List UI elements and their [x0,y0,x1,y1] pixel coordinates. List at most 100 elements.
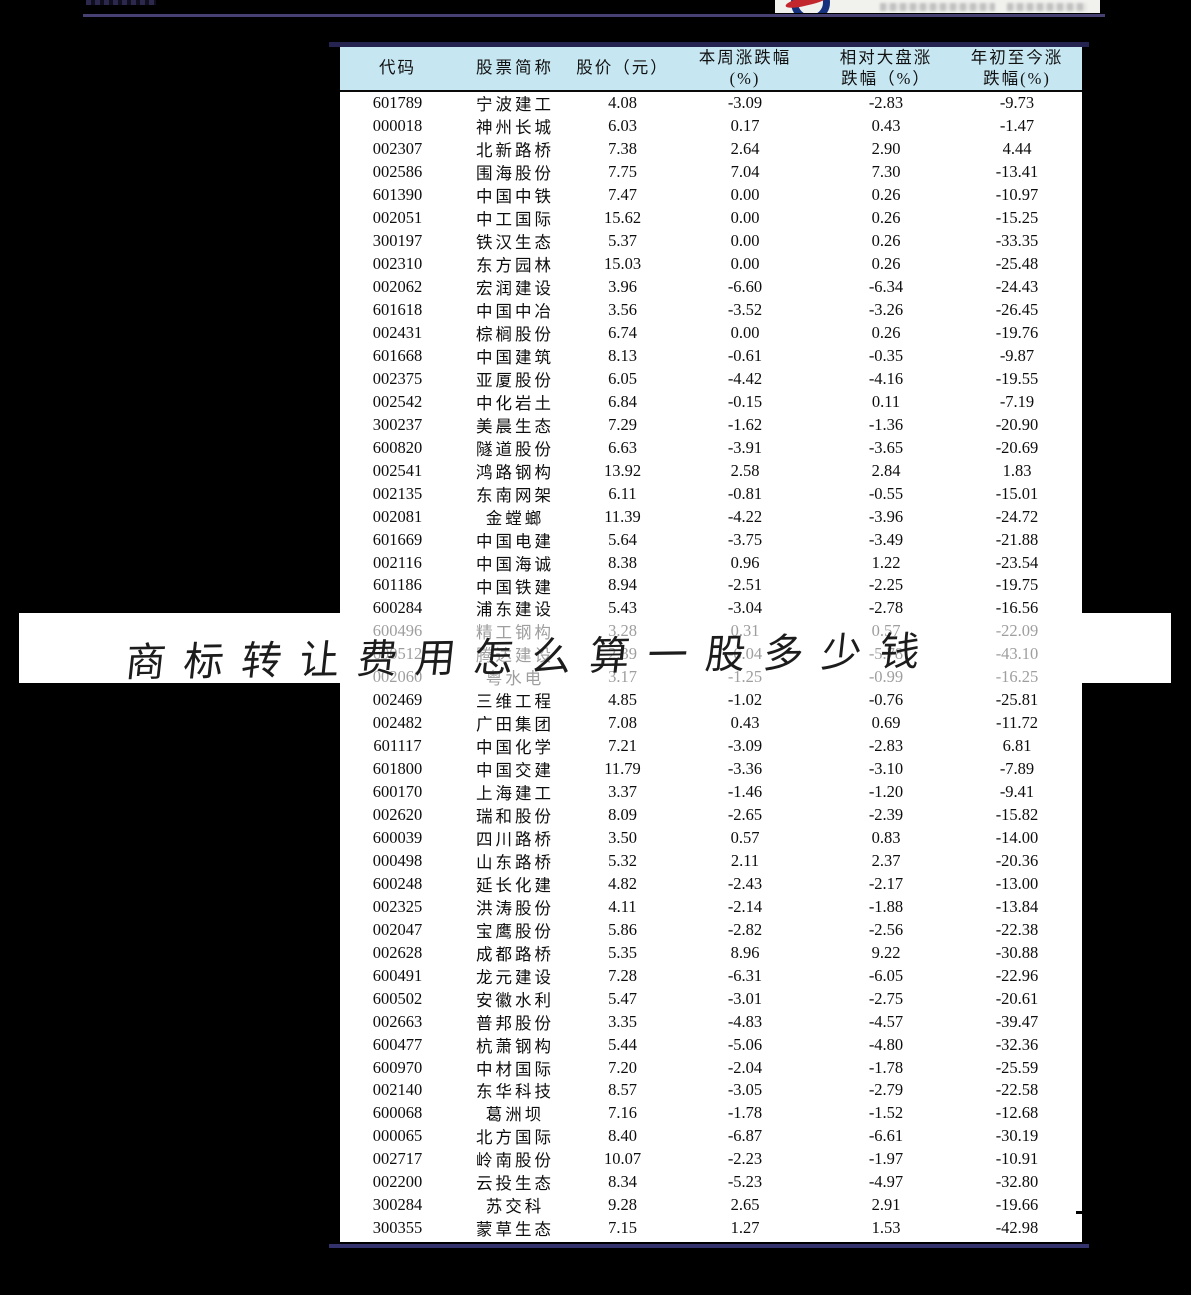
cell-ytd: -16.25 [995,667,1039,687]
table-bottom-rule [329,1244,1089,1248]
cell-ytd: -9.73 [999,93,1035,113]
cell-rel: -2.83 [868,736,904,756]
cell-name: 亚厦股份 [476,370,554,390]
brand-logo-box [775,0,1100,13]
blurred-brand-text [880,3,995,11]
cell-name: 中国中铁 [476,187,554,207]
cell-ytd: -43.10 [995,644,1039,664]
cell-price: 2.39 [608,644,637,664]
cell-week: -1.02 [727,690,763,710]
table-row: 002051 中工国际 15.62 0.00 0.26 -15.25 [340,207,1082,230]
cell-name: 安徽水利 [476,990,554,1010]
cell-ytd: -24.43 [995,277,1039,297]
cell-week: 0.96 [730,552,760,572]
cell-price: 6.03 [608,116,637,136]
cell-code: 600068 [372,1103,423,1123]
table-row: 300284 苏交科 9.28 2.65 2.91 -19.66 [340,1194,1082,1217]
cell-ytd: -10.97 [995,185,1039,205]
cell-ytd: -22.58 [995,1080,1039,1100]
cell-week: -3.04 [727,598,763,618]
cell-rel: 2.91 [871,1195,901,1215]
cell-ytd: -14.00 [995,827,1039,847]
cell-price: 3.17 [608,667,637,687]
cell-name: 浦东建设 [476,600,554,620]
table-row: 002628 成都路桥 5.35 8.96 9.22 -30.88 [340,941,1082,964]
cell-name: 北方国际 [476,1128,554,1148]
table-row: 600496 精工钢构 3.28 0.31 0.57 -22.09 [340,620,1082,643]
cell-ytd: -25.81 [995,690,1039,710]
cell-ytd: -16.56 [995,598,1039,618]
cell-price: 4.85 [608,690,637,710]
cell-ytd: -15.25 [995,208,1039,228]
cell-week: 2.65 [730,1195,760,1215]
cell-name: 东华科技 [476,1082,554,1102]
cell-name: 北新路桥 [476,141,554,161]
cell-price: 7.21 [608,736,637,756]
cell-ytd: -11.72 [995,713,1038,733]
table-row: 002062 宏润建设 3.96 -6.60 -6.34 -24.43 [340,276,1082,299]
cell-rel: 2.37 [871,850,901,870]
cell-price: 5.44 [608,1034,637,1054]
cell-price: 6.05 [608,368,637,388]
cell-week: 8.96 [730,942,760,962]
cell-week: -0.81 [727,483,763,503]
table-row: 300197 铁汉生态 5.37 0.00 0.26 -33.35 [340,230,1082,253]
cell-ytd: -25.48 [995,254,1039,274]
cell-code: 002663 [372,1011,423,1031]
cell-rel: -3.49 [868,529,904,549]
table-row: 002482 广田集团 7.08 0.43 0.69 -11.72 [340,712,1082,735]
table-row: 000065 北方国际 8.40 -6.87 -6.61 -30.19 [340,1125,1082,1148]
table-row: 600970 中材国际 7.20 -2.04 -1.78 -25.59 [340,1056,1082,1079]
cell-week: 7.04 [730,162,760,182]
cell-code: 600502 [372,988,423,1008]
table-row: 002140 东华科技 8.57 -3.05 -2.79 -22.58 [340,1079,1082,1102]
table-row: 601186 中国铁建 8.94 -2.51 -2.25 -19.75 [340,574,1082,597]
cell-rel: 0.26 [871,323,901,342]
cell-week: -2.82 [727,919,763,939]
cell-rel: -1.78 [868,1057,904,1077]
cell-ytd: 1.83 [1002,460,1032,480]
cell-name: 葛洲坝 [485,1105,545,1125]
cell-price: 5.35 [608,942,637,962]
cell-code: 300355 [372,1218,423,1238]
cell-week: -5.23 [727,1172,763,1192]
cell-ytd: -7.19 [999,391,1035,411]
cell-name: 中国海诚 [476,554,554,574]
table-row: 002081 金螳螂 11.39 -4.22 -3.96 -24.72 [340,505,1082,528]
cell-code: 300237 [372,414,423,434]
cell-name: 上海建工 [476,784,554,804]
cell-rel: 0.26 [871,185,901,205]
table-row: 002116 中国海诚 8.38 0.96 1.22 -23.54 [340,551,1082,574]
cell-ytd: -21.88 [995,529,1039,549]
cell-name: 铁汉生态 [476,233,554,253]
cell-rel: -3.96 [868,506,904,526]
cell-price: 6.84 [608,391,637,411]
cell-price: 8.34 [608,1172,637,1192]
cell-name: 三维工程 [476,692,554,712]
cell-name: 精工钢构 [476,623,554,643]
cell-price: 4.11 [608,896,637,916]
cell-week: -6.60 [727,277,763,297]
cell-ytd: -24.72 [995,506,1039,526]
cell-price: 4.82 [608,873,637,893]
cell-price: 9.28 [608,1195,637,1215]
cell-ytd: -42.98 [995,1218,1039,1238]
cell-price: 5.43 [608,598,637,618]
cell-code: 601669 [372,529,423,549]
cell-ytd: -9.41 [999,782,1035,802]
cell-ytd: -10.91 [995,1149,1039,1169]
cell-name: 粤水电 [485,669,545,689]
cell-price: 4.08 [608,93,637,113]
cell-rel: 9.22 [871,942,901,962]
cell-ytd: -13.00 [995,873,1039,893]
cell-price: 6.63 [608,437,637,457]
cell-rel: 1.53 [871,1218,901,1238]
cell-name: 东南网架 [476,485,554,505]
header-divider [83,14,1105,17]
table-row: 002620 瑞和股份 8.09 -2.65 -2.39 -15.82 [340,804,1082,827]
cell-ytd: -15.82 [995,805,1039,825]
cell-rel: -2.75 [868,988,904,1008]
cell-week: -6.04 [727,644,763,664]
table-row: 002135 东南网架 6.11 -0.81 -0.55 -15.01 [340,482,1082,505]
